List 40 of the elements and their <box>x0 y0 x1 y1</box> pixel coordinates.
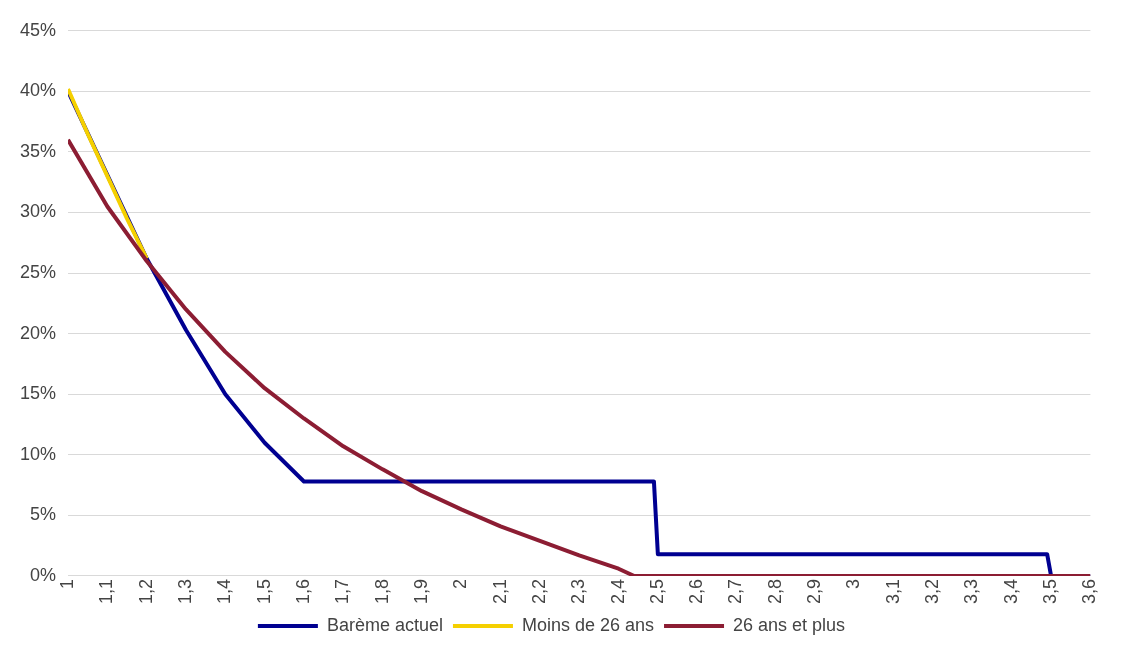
x-tick-label: 2,4 <box>607 578 628 605</box>
x-tick-label: 1,1 <box>96 578 117 605</box>
x-tick-label: 3,2 <box>922 578 943 605</box>
x-tick-label: 3,6 <box>1079 578 1100 605</box>
x-tick-label: 3 <box>843 578 864 589</box>
y-tick-label: 15% <box>20 383 57 404</box>
x-tick-label: 2,8 <box>764 578 785 605</box>
x-tick-label: 1 <box>57 578 77 589</box>
x-tick-label: 1,3 <box>174 578 195 605</box>
x-tick-label: 2,7 <box>725 578 746 605</box>
x-tick-label: 1,6 <box>292 578 313 605</box>
x-tick-label: 2,2 <box>528 578 549 605</box>
x-tick-label: 1,8 <box>371 578 392 605</box>
x-tick-label: 1,4 <box>214 578 235 605</box>
x-tick-label: 2,6 <box>686 578 707 605</box>
y-tick-label: 40% <box>20 80 57 101</box>
x-tick-label: 3,4 <box>1000 578 1021 605</box>
y-tick-label: 5% <box>30 504 57 525</box>
legend-label: Barème actuel <box>326 614 443 635</box>
y-tick-label: 45% <box>20 19 57 40</box>
x-tick-label: 3,3 <box>961 578 982 605</box>
x-tick-label: 1,5 <box>253 578 274 605</box>
x-tick-label: 3,1 <box>882 578 903 605</box>
x-tick-label: 3,5 <box>1040 578 1061 605</box>
y-tick-label: 10% <box>20 443 57 464</box>
y-tick-label: 0% <box>30 564 57 585</box>
x-tick-label: 1,7 <box>332 578 353 605</box>
x-tick-label: 2,3 <box>568 578 589 605</box>
y-tick-label: 25% <box>20 262 57 283</box>
y-tick-label: 35% <box>20 140 57 161</box>
x-tick-label: 2,5 <box>646 578 667 605</box>
x-tick-label: 2 <box>450 578 471 589</box>
x-tick-label: 2,1 <box>489 578 510 605</box>
x-tick-label: 1,2 <box>135 578 156 605</box>
x-tick-label: 2,9 <box>804 578 825 605</box>
y-tick-label: 20% <box>20 322 57 343</box>
y-tick-label: 30% <box>20 201 57 222</box>
x-tick-label: 1,9 <box>410 578 431 605</box>
legend-label: 26 ans et plus <box>733 614 846 635</box>
legend-label: Moins de 26 ans <box>521 614 655 635</box>
